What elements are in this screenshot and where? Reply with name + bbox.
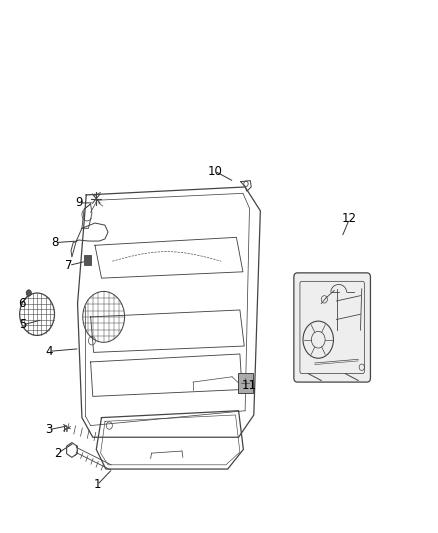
FancyBboxPatch shape bbox=[294, 273, 371, 382]
Text: 10: 10 bbox=[207, 165, 222, 177]
Text: 9: 9 bbox=[75, 196, 83, 209]
Text: 11: 11 bbox=[242, 379, 257, 392]
Text: 5: 5 bbox=[19, 318, 27, 332]
Text: 1: 1 bbox=[93, 479, 101, 491]
FancyBboxPatch shape bbox=[238, 373, 253, 393]
Text: 3: 3 bbox=[45, 423, 52, 437]
Text: 4: 4 bbox=[46, 345, 53, 358]
Text: 2: 2 bbox=[54, 447, 62, 459]
Text: 12: 12 bbox=[342, 212, 357, 225]
FancyBboxPatch shape bbox=[84, 255, 92, 265]
Text: 7: 7 bbox=[65, 259, 73, 272]
Circle shape bbox=[26, 290, 32, 296]
Text: 8: 8 bbox=[51, 236, 58, 249]
Text: 6: 6 bbox=[18, 297, 26, 310]
